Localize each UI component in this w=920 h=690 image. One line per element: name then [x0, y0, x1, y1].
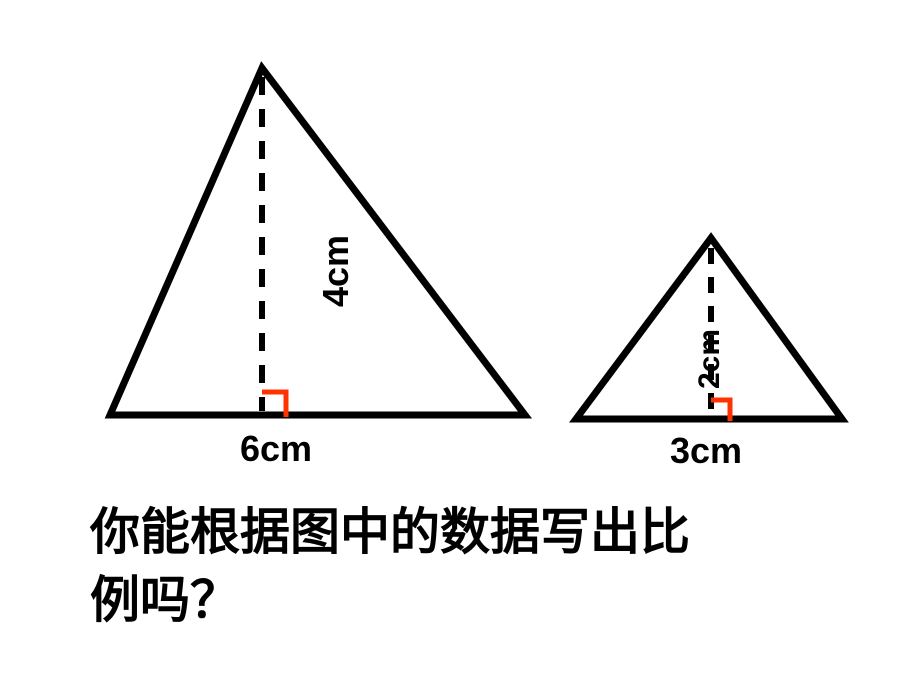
- large-base-label: 6cm: [240, 428, 312, 470]
- question-line1: 你能根据图中的数据写出比: [90, 498, 690, 566]
- large-height-label: 4cm: [315, 235, 357, 307]
- small-base-label: 3cm: [670, 430, 742, 472]
- question-line2: 例吗？: [90, 566, 690, 634]
- question-text: 你能根据图中的数据写出比 例吗？: [90, 498, 690, 634]
- small-height-label: 2cm: [693, 329, 727, 389]
